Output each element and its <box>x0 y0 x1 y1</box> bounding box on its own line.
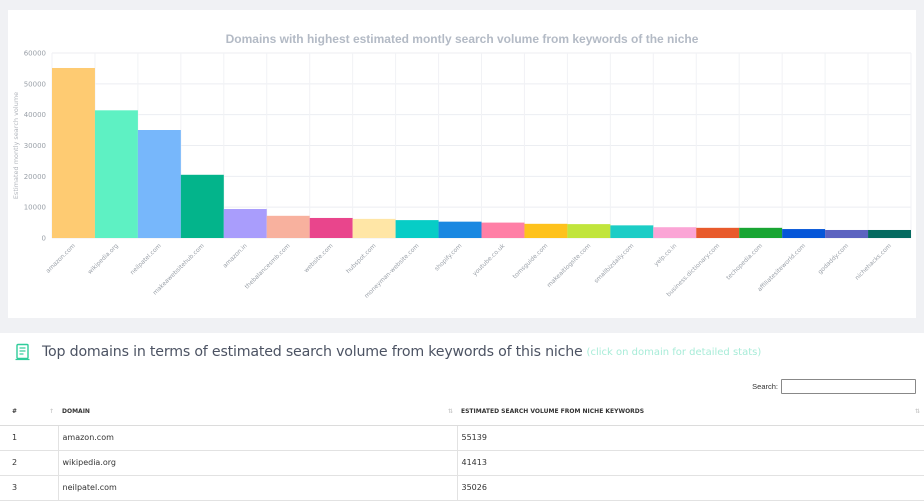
column-header-volume-label: Estimated search volume from niche keywo… <box>461 408 645 416</box>
row-num: 3 <box>0 475 59 501</box>
y-tick-label: 20000 <box>24 173 46 181</box>
section-header: Top domains in terms of estimated search… <box>14 343 761 361</box>
section-title: Top domains in terms of estimated search… <box>42 344 583 360</box>
table-header-row: # ↑ Domain ⇅ Estimated search volume fro… <box>0 399 924 426</box>
bar-smallbizdaily-com <box>610 225 654 238</box>
x-tick-label: tomsguide.com <box>512 242 550 280</box>
report-document-icon <box>15 343 30 361</box>
x-tick-label: amazon.com <box>45 242 77 274</box>
x-tick-label: makeawebsitehub.com <box>152 242 206 296</box>
column-header-volume[interactable]: Estimated search volume from niche keywo… <box>457 399 924 426</box>
bar-amazon-in <box>223 209 267 238</box>
x-tick-label: yelp.co.in <box>653 242 679 268</box>
bar-chart: 0 10000 20000 30000 40000 50000 60000 Estimated… <box>12 50 912 300</box>
x-tick-label: smallbizdaily.com <box>593 242 635 284</box>
bar-youtube-co-uk <box>481 222 525 238</box>
bar-tomsguide-com <box>524 223 568 238</box>
x-tick-label: godaddy.com <box>817 242 850 275</box>
x-tick-label: wikipedia.org <box>87 242 120 275</box>
bar-godaddy-com <box>825 229 869 238</box>
y-tick-label: 0 <box>42 235 46 243</box>
x-tick-label: nichehacks.com <box>854 242 893 281</box>
bar-affiliatesiteworld-com <box>782 229 826 238</box>
row-num: 2 <box>0 450 59 476</box>
domains-table: # ↑ Domain ⇅ Estimated search volume fro… <box>0 399 924 501</box>
x-tick-label: neilpatel.com <box>129 242 163 276</box>
chart-title: Domains with highest estimated montly se… <box>225 32 699 46</box>
bar-hubspot-com <box>352 218 396 238</box>
column-header-num[interactable]: # ↑ <box>0 399 58 426</box>
search-label: Search: <box>752 382 778 391</box>
x-tick-label: affiliatesiteworld.com <box>756 242 807 293</box>
y-axis-label: Estimated montly search volume <box>12 92 20 199</box>
x-tick-label: makeaitlogsite.com <box>546 242 593 289</box>
row-domain-link[interactable]: neilpatel.com <box>58 475 458 501</box>
bar-business-dictionary-com <box>696 227 740 238</box>
table-row: 3 neilpatel.com 35026 <box>0 475 924 501</box>
x-tick-label: thebalancesmb.com <box>244 242 292 290</box>
row-volume: 35026 <box>457 475 924 501</box>
x-tick-label: website.com <box>303 242 335 274</box>
bar-amazon-com <box>52 67 95 238</box>
row-num: 1 <box>0 425 59 451</box>
row-volume: 55139 <box>457 425 924 451</box>
sort-icon: ⇅ <box>447 408 453 415</box>
bar-techopedia-com <box>739 227 783 238</box>
column-header-domain-label: Domain <box>62 408 90 416</box>
bar-yelp-co-in <box>653 227 697 238</box>
x-tick-label: hubspot.com <box>345 242 378 275</box>
bar-nichehacks-com <box>868 229 911 238</box>
chart-card: Domains with highest estimated montly se… <box>8 10 916 318</box>
x-tick-label: shopify.com <box>433 242 463 272</box>
bar-shopify-com <box>438 221 482 238</box>
bar-makeawebsitehub-com <box>180 174 224 238</box>
table-row: 1 amazon.com 55139 <box>0 425 924 451</box>
bar-moneyman-website-com <box>395 220 439 238</box>
x-tick-label: techopedia.com <box>725 242 764 281</box>
column-header-domain[interactable]: Domain ⇅ <box>58 399 457 426</box>
y-tick-label: 10000 <box>24 204 46 212</box>
table-search: Search: <box>752 379 916 394</box>
y-tick-label: 50000 <box>24 80 46 88</box>
domains-table-card: Top domains in terms of estimated search… <box>0 333 924 504</box>
search-input[interactable] <box>781 379 916 394</box>
bar-website-com <box>309 217 353 238</box>
bar-makeaitlogsite-com <box>567 224 611 238</box>
x-tick-label: youtube.co.uk <box>471 242 506 277</box>
bar-thebalancesmb-com <box>266 215 310 238</box>
bar-neilpatel-com <box>137 130 181 238</box>
table-row: 2 wikipedia.org 41413 <box>0 450 924 476</box>
row-domain-link[interactable]: amazon.com <box>58 425 458 451</box>
row-volume: 41413 <box>457 450 924 476</box>
x-tick-label: amazon.in <box>222 242 249 269</box>
y-tick-label: 40000 <box>24 111 46 119</box>
sort-icon: ⇅ <box>914 408 920 415</box>
sort-asc-icon: ↑ <box>48 408 54 415</box>
column-header-num-label: # <box>12 408 18 416</box>
bar-wikipedia-org <box>94 110 138 238</box>
row-domain-link[interactable]: wikipedia.org <box>58 450 458 476</box>
y-tick-label: 30000 <box>24 142 46 150</box>
section-hint: (click on domain for detailed stats) <box>586 346 762 358</box>
y-tick-label: 60000 <box>24 50 46 58</box>
